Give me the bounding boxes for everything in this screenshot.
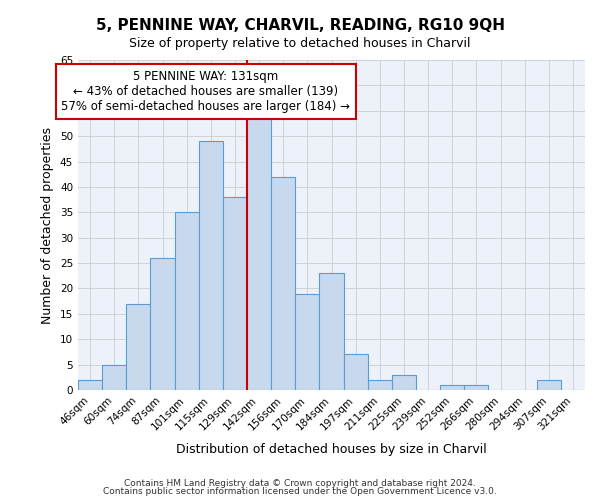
Text: 5, PENNINE WAY, CHARVIL, READING, RG10 9QH: 5, PENNINE WAY, CHARVIL, READING, RG10 9…	[95, 18, 505, 32]
Bar	[295, 294, 319, 390]
Text: Size of property relative to detached houses in Charvil: Size of property relative to detached ho…	[129, 38, 471, 51]
Bar	[440, 385, 464, 390]
Text: Contains public sector information licensed under the Open Government Licence v3: Contains public sector information licen…	[103, 487, 497, 496]
Bar	[223, 197, 247, 390]
Y-axis label: Number of detached properties: Number of detached properties	[41, 126, 55, 324]
Bar	[199, 141, 223, 390]
Bar	[368, 380, 392, 390]
Text: 5 PENNINE WAY: 131sqm
← 43% of detached houses are smaller (139)
57% of semi-det: 5 PENNINE WAY: 131sqm ← 43% of detached …	[61, 70, 350, 113]
X-axis label: Distribution of detached houses by size in Charvil: Distribution of detached houses by size …	[176, 443, 487, 456]
Bar	[151, 258, 175, 390]
Text: Contains HM Land Registry data © Crown copyright and database right 2024.: Contains HM Land Registry data © Crown c…	[124, 478, 476, 488]
Bar	[126, 304, 151, 390]
Bar	[464, 385, 488, 390]
Bar	[392, 375, 416, 390]
Bar	[319, 273, 344, 390]
Bar	[344, 354, 368, 390]
Bar	[537, 380, 561, 390]
Bar	[247, 116, 271, 390]
Bar	[102, 364, 126, 390]
Bar	[78, 380, 102, 390]
Bar	[175, 212, 199, 390]
Bar	[271, 177, 295, 390]
